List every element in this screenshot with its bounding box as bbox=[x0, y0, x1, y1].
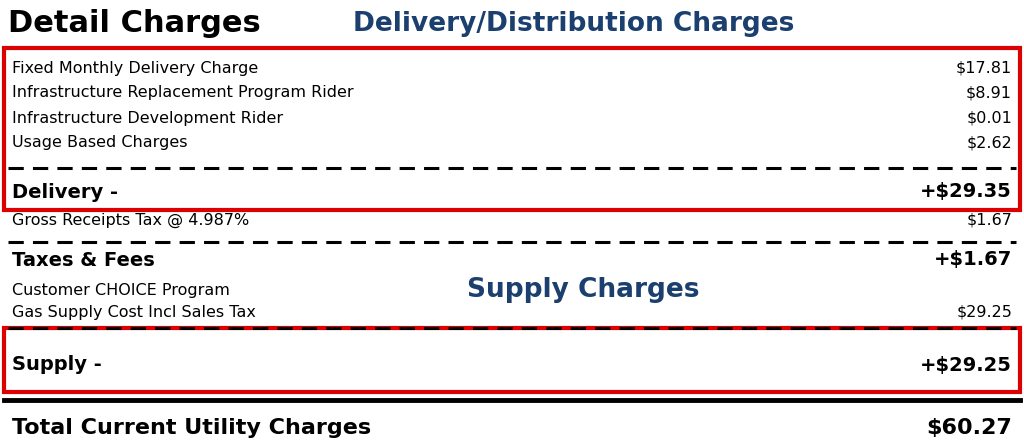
Text: Usage Based Charges: Usage Based Charges bbox=[12, 136, 187, 150]
Text: Detail Charges: Detail Charges bbox=[8, 9, 261, 38]
Text: Infrastructure Replacement Program Rider: Infrastructure Replacement Program Rider bbox=[12, 86, 353, 100]
Text: $0.01: $0.01 bbox=[966, 111, 1012, 125]
Text: $60.27: $60.27 bbox=[926, 418, 1012, 438]
Text: $8.91: $8.91 bbox=[966, 86, 1012, 100]
Text: Delivery -: Delivery - bbox=[12, 182, 118, 202]
Text: Delivery/Distribution Charges: Delivery/Distribution Charges bbox=[352, 11, 795, 37]
FancyBboxPatch shape bbox=[4, 48, 1020, 210]
Text: Total Current Utility Charges: Total Current Utility Charges bbox=[12, 418, 371, 438]
Text: $29.25: $29.25 bbox=[956, 305, 1012, 319]
Text: Customer CHOICE Program: Customer CHOICE Program bbox=[12, 282, 229, 297]
Text: +$1.67: +$1.67 bbox=[934, 251, 1012, 269]
Text: Supply Charges: Supply Charges bbox=[467, 277, 700, 303]
Text: Gas Supply Cost Incl Sales Tax: Gas Supply Cost Incl Sales Tax bbox=[12, 305, 256, 319]
Text: +$29.35: +$29.35 bbox=[921, 182, 1012, 202]
Text: Taxes & Fees: Taxes & Fees bbox=[12, 251, 155, 269]
Text: Infrastructure Development Rider: Infrastructure Development Rider bbox=[12, 111, 283, 125]
Text: $17.81: $17.81 bbox=[955, 61, 1012, 75]
Text: $1.67: $1.67 bbox=[966, 212, 1012, 227]
FancyBboxPatch shape bbox=[4, 328, 1020, 392]
Text: Fixed Monthly Delivery Charge: Fixed Monthly Delivery Charge bbox=[12, 61, 258, 75]
Text: Gross Receipts Tax @ 4.987%: Gross Receipts Tax @ 4.987% bbox=[12, 212, 249, 227]
Text: +$29.25: +$29.25 bbox=[921, 355, 1012, 375]
Text: Supply -: Supply - bbox=[12, 355, 101, 375]
Text: $2.62: $2.62 bbox=[967, 136, 1012, 150]
